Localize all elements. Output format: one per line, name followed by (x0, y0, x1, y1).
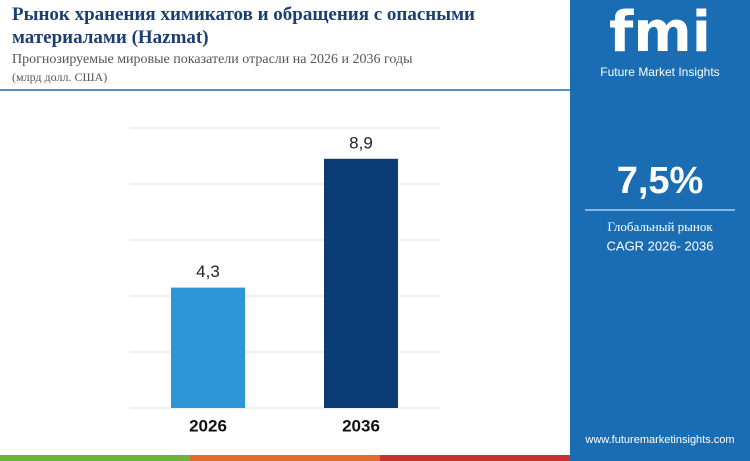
bar (324, 158, 398, 408)
side-panel (570, 0, 750, 461)
cagr-caption: Глобальный рынок (607, 219, 713, 234)
chart-title: Рынок хранения химикатов и обращения с о… (12, 4, 475, 48)
x-tick-label: 2036 (342, 416, 380, 435)
chart-subtitle: Прогнозируемые мировые показатели отрасл… (12, 52, 413, 67)
footer-strip (0, 455, 190, 461)
unit-note: (млрд долл. США) (12, 70, 107, 84)
x-tick-label: 2026 (189, 416, 227, 435)
footer-strip (380, 455, 570, 461)
bar (171, 287, 245, 408)
cagr-value: 7,5% (617, 160, 704, 202)
website: www.futuremarketinsights.com (584, 434, 734, 446)
footer-strip (570, 455, 750, 461)
footer-strip (190, 455, 380, 461)
logo-caption: Future Market Insights (600, 65, 719, 79)
value-label: 4,3 (196, 262, 220, 281)
value-label: 8,9 (349, 133, 373, 152)
cagr-caption: CAGR 2026- 2036 (607, 238, 714, 253)
logo: fmi (609, 0, 711, 65)
